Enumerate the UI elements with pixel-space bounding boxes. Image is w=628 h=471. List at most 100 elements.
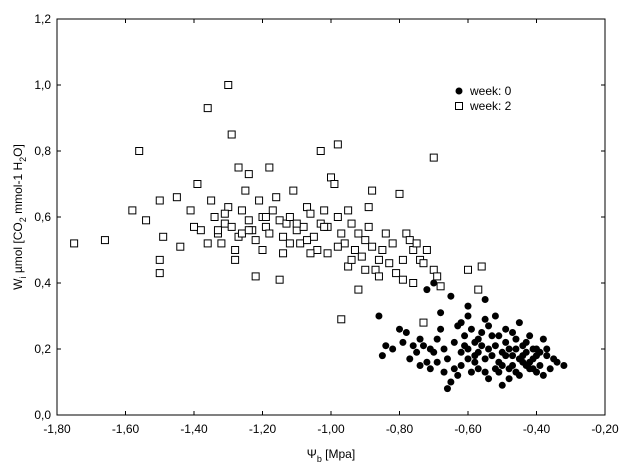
x-tick-label: -1,40 (180, 422, 208, 436)
week-0-point (457, 348, 465, 356)
week-0-point (491, 365, 499, 373)
week-0-point (461, 332, 469, 340)
week-2-point (354, 229, 363, 238)
week-0-point (440, 368, 448, 376)
week-2-point (279, 232, 288, 241)
week-0-point (519, 358, 527, 366)
week-0-point (464, 312, 472, 320)
week-2-point (186, 206, 195, 215)
x-axis-title: Ψb [Mpa] (307, 447, 355, 464)
week-2-point (429, 153, 438, 162)
week-2-point (306, 209, 315, 218)
week-0-point (543, 352, 551, 360)
week-0-point (378, 352, 386, 360)
week-2-point (333, 213, 342, 221)
week-2-point (361, 236, 370, 245)
week-2-point (333, 140, 342, 149)
week-0-point (529, 365, 537, 373)
week-2-point (330, 180, 339, 188)
y-axis-title: Wi µmol [CO2 mmol-1 H2O] (11, 144, 28, 290)
week-0-point (512, 335, 520, 343)
week-0-point (430, 279, 438, 287)
week-2-point (357, 252, 366, 261)
week-2-point (244, 216, 253, 225)
week-2-point (354, 285, 363, 294)
week-0-point (471, 358, 479, 366)
week-2-point (159, 232, 168, 241)
week-0-point (443, 385, 451, 393)
x-axis: -1,80 -1,60 -1,40 -1,20 -1,00 -0,80 -0,60 -0,40… (43, 19, 619, 436)
week-2-point (313, 246, 322, 254)
week-0-point (515, 371, 523, 379)
week-2-point (268, 206, 277, 215)
week-2-point (70, 239, 79, 248)
week-2-point (210, 213, 219, 221)
week-0-point (485, 345, 493, 353)
week-2-point (285, 239, 294, 248)
week-0-point (488, 332, 496, 340)
week-2-point (327, 173, 335, 182)
week-2-point (422, 246, 431, 254)
y-tick-label: 0,6 (34, 210, 51, 224)
week-0-point (409, 342, 417, 350)
week-2-point (227, 222, 236, 231)
week-0-point (495, 332, 503, 340)
week-0-point (440, 345, 448, 353)
week-2-point (412, 239, 421, 248)
series-week-2 (70, 81, 486, 327)
x-tick-label: -0,20 (591, 422, 619, 436)
week-2-point (398, 275, 407, 284)
week-0-point (399, 338, 407, 346)
week-2-point (368, 186, 377, 195)
week-2-point (368, 242, 377, 251)
week-2-point (320, 222, 329, 231)
week-0-point (560, 362, 568, 369)
week-2-point (203, 239, 212, 248)
week-2-point (320, 206, 329, 215)
week-0-point (416, 362, 424, 369)
week-0-point (526, 358, 534, 366)
week-2-point (231, 246, 240, 254)
y-tick-label: 0,4 (34, 276, 51, 290)
week-2-point (142, 216, 151, 225)
week-2-point (347, 219, 356, 228)
x-tick-label: -1,20 (249, 422, 277, 436)
week-0-point (485, 322, 493, 330)
legend-marker-filled-circle (455, 87, 463, 95)
week-0-point (437, 309, 445, 317)
week-0-point (478, 342, 486, 350)
week-0-point (433, 335, 441, 343)
week-2-point (220, 219, 229, 228)
week-2-point (395, 189, 404, 198)
week-2-point (323, 249, 332, 258)
week-2-point (231, 255, 240, 264)
y-tick-label: 0,2 (34, 342, 51, 356)
week-2-point (409, 246, 418, 254)
week-0-point (488, 352, 496, 360)
week-2-point (364, 203, 373, 212)
week-0-point (502, 338, 510, 346)
week-0-point (375, 312, 383, 320)
week-0-point (491, 312, 499, 320)
week-0-point (426, 365, 434, 373)
week-2-point (155, 269, 164, 278)
week-2-point (409, 279, 418, 287)
week-0-point (423, 286, 431, 294)
week-2-point (347, 255, 356, 264)
week-0-point (512, 345, 520, 353)
week-2-point (220, 209, 229, 218)
week-2-point (241, 186, 250, 195)
x-tick-label: -1,00 (317, 422, 345, 436)
week-0-point (481, 355, 489, 363)
week-0-point (433, 358, 441, 366)
week-0-point (505, 375, 513, 383)
week-0-point (505, 345, 513, 353)
week-0-point (481, 368, 489, 376)
week-2-point (128, 206, 137, 215)
week-2-point (303, 236, 312, 245)
x-tick-label: -0,60 (454, 422, 482, 436)
week-2-point (227, 130, 236, 139)
week-2-point (364, 222, 373, 231)
week-0-point (450, 365, 458, 373)
series-week-0 (375, 279, 568, 393)
